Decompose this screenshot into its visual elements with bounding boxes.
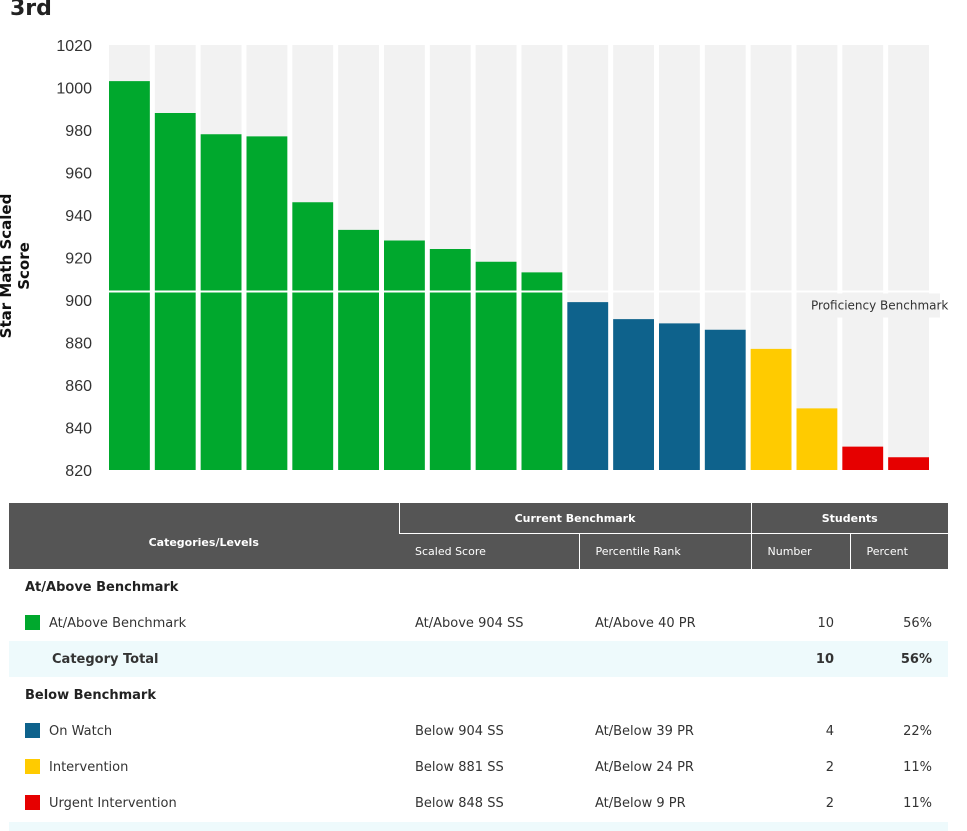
table-row: Urgent Intervention Below 848 SS At/Belo… [9, 785, 948, 821]
y-tick-label: 940 [65, 208, 92, 225]
bar-at_above [246, 136, 288, 470]
percentile-rank-cell: At/Below 9 PR [595, 795, 686, 811]
y-tick-label: 840 [65, 421, 92, 438]
y-tick-label: 820 [65, 463, 92, 480]
table-footer-strip [9, 822, 948, 831]
header-percentile-rank: Percentile Rank [578, 533, 751, 569]
percent-cell: 11% [903, 795, 932, 811]
number-cell: 2 [825, 795, 834, 811]
legend-swatch-urgent-intervention [25, 795, 40, 810]
header-current-benchmark: Current Benchmark [398, 503, 751, 534]
bar-at_above [384, 240, 425, 470]
bar-at_above [109, 81, 150, 470]
y-tick-label: 960 [65, 166, 92, 183]
legend-swatch-at-above [25, 615, 40, 630]
bar-urgent [888, 457, 929, 470]
bar-on_watch [659, 323, 700, 470]
level-label: On Watch [49, 724, 113, 739]
group-row-at-above: At/Above Benchmark [9, 569, 948, 605]
bar-intervention [750, 348, 792, 470]
category-total-number: 10 [751, 641, 850, 677]
proficiency-benchmark-label-bg [805, 293, 940, 318]
group-title: At/Above Benchmark [25, 579, 179, 595]
bar-on_watch [704, 329, 746, 470]
table-row: At/Above Benchmark At/Above 904 SS At/Ab… [9, 605, 948, 641]
bar-at_above [429, 249, 471, 470]
scaled-score-chart: 820 840 860 880 900 920 940 960 980 1000 1020 Prof… [56, 38, 948, 480]
bar-urgent [842, 446, 884, 470]
grade-title: 3rd [10, 0, 52, 21]
y-tick-label: 1020 [56, 38, 92, 55]
scaled-score-cell: At/Above 904 SS [415, 615, 524, 631]
bar-at_above [292, 202, 334, 470]
scaled-score-cell: Below 881 SS [415, 759, 504, 775]
bar-at_above [521, 272, 563, 470]
level-cell: On Watch [9, 713, 399, 749]
category-total-row: Category Total 10 56% [9, 641, 948, 677]
percentile-rank-cell: At/Above 40 PR [595, 615, 696, 631]
y-tick-label: 980 [65, 123, 92, 140]
y-tick-label: 1000 [56, 81, 92, 98]
group-title: Below Benchmark [25, 687, 156, 703]
percentile-rank-cell: At/Below 24 PR [595, 759, 694, 775]
number-cell: 4 [825, 723, 834, 739]
scaled-score-cell: Below 904 SS [415, 723, 504, 739]
level-label: At/Above Benchmark [49, 616, 187, 631]
percentile-rank-cell: At/Below 39 PR [595, 723, 694, 739]
legend-swatch-intervention [25, 759, 40, 774]
percent-cell: 22% [903, 723, 932, 739]
number-cell: 2 [825, 759, 834, 775]
header-percent: Percent [849, 533, 948, 569]
scaled-score-cell: Below 848 SS [415, 795, 504, 811]
bar-on_watch [613, 319, 654, 470]
bar-at_above [200, 134, 242, 470]
bar-at_above [475, 261, 517, 470]
y-tick-label: 900 [65, 293, 92, 310]
proficiency-benchmark-label: Proficiency Benchmark [811, 299, 948, 313]
bar-on_watch [567, 302, 609, 470]
y-tick-label: 860 [65, 378, 92, 395]
category-total-percent: 56% [850, 641, 948, 677]
bar-background [842, 45, 884, 470]
number-cell: 10 [817, 615, 834, 631]
percent-cell: 56% [903, 615, 932, 631]
group-row-below: Below Benchmark [9, 677, 948, 713]
bar-at_above [338, 229, 379, 470]
legend-swatch-on-watch [25, 723, 40, 738]
bar-intervention [796, 408, 838, 470]
level-cell: At/Above Benchmark [9, 605, 399, 641]
header-categories: Categories/Levels [9, 503, 399, 569]
percent-cell: 11% [903, 759, 932, 775]
y-tick-label: 920 [65, 251, 92, 268]
header-number: Number [750, 533, 850, 569]
table-row: Intervention Below 881 SS At/Below 24 PR… [9, 749, 948, 785]
header-students: Students [750, 503, 948, 534]
level-label: Intervention [49, 760, 129, 775]
y-tick-label: 880 [65, 336, 92, 353]
level-label: Urgent Intervention [49, 796, 177, 811]
level-cell: Urgent Intervention [9, 785, 399, 821]
level-cell: Intervention [9, 749, 399, 785]
bar-background [888, 45, 929, 470]
category-total-label: Category Total [9, 641, 399, 677]
bar-background [796, 45, 838, 470]
header-scaled-score: Scaled Score [399, 533, 579, 569]
table-row: On Watch Below 904 SS At/Below 39 PR 4 2… [9, 713, 948, 749]
benchmark-table: Categories/Levels Current Benchmark Stud… [9, 503, 948, 821]
